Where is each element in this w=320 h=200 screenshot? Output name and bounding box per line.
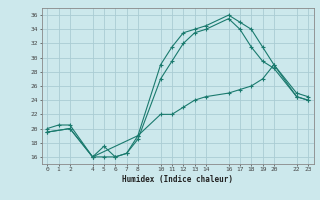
X-axis label: Humidex (Indice chaleur): Humidex (Indice chaleur) xyxy=(122,175,233,184)
